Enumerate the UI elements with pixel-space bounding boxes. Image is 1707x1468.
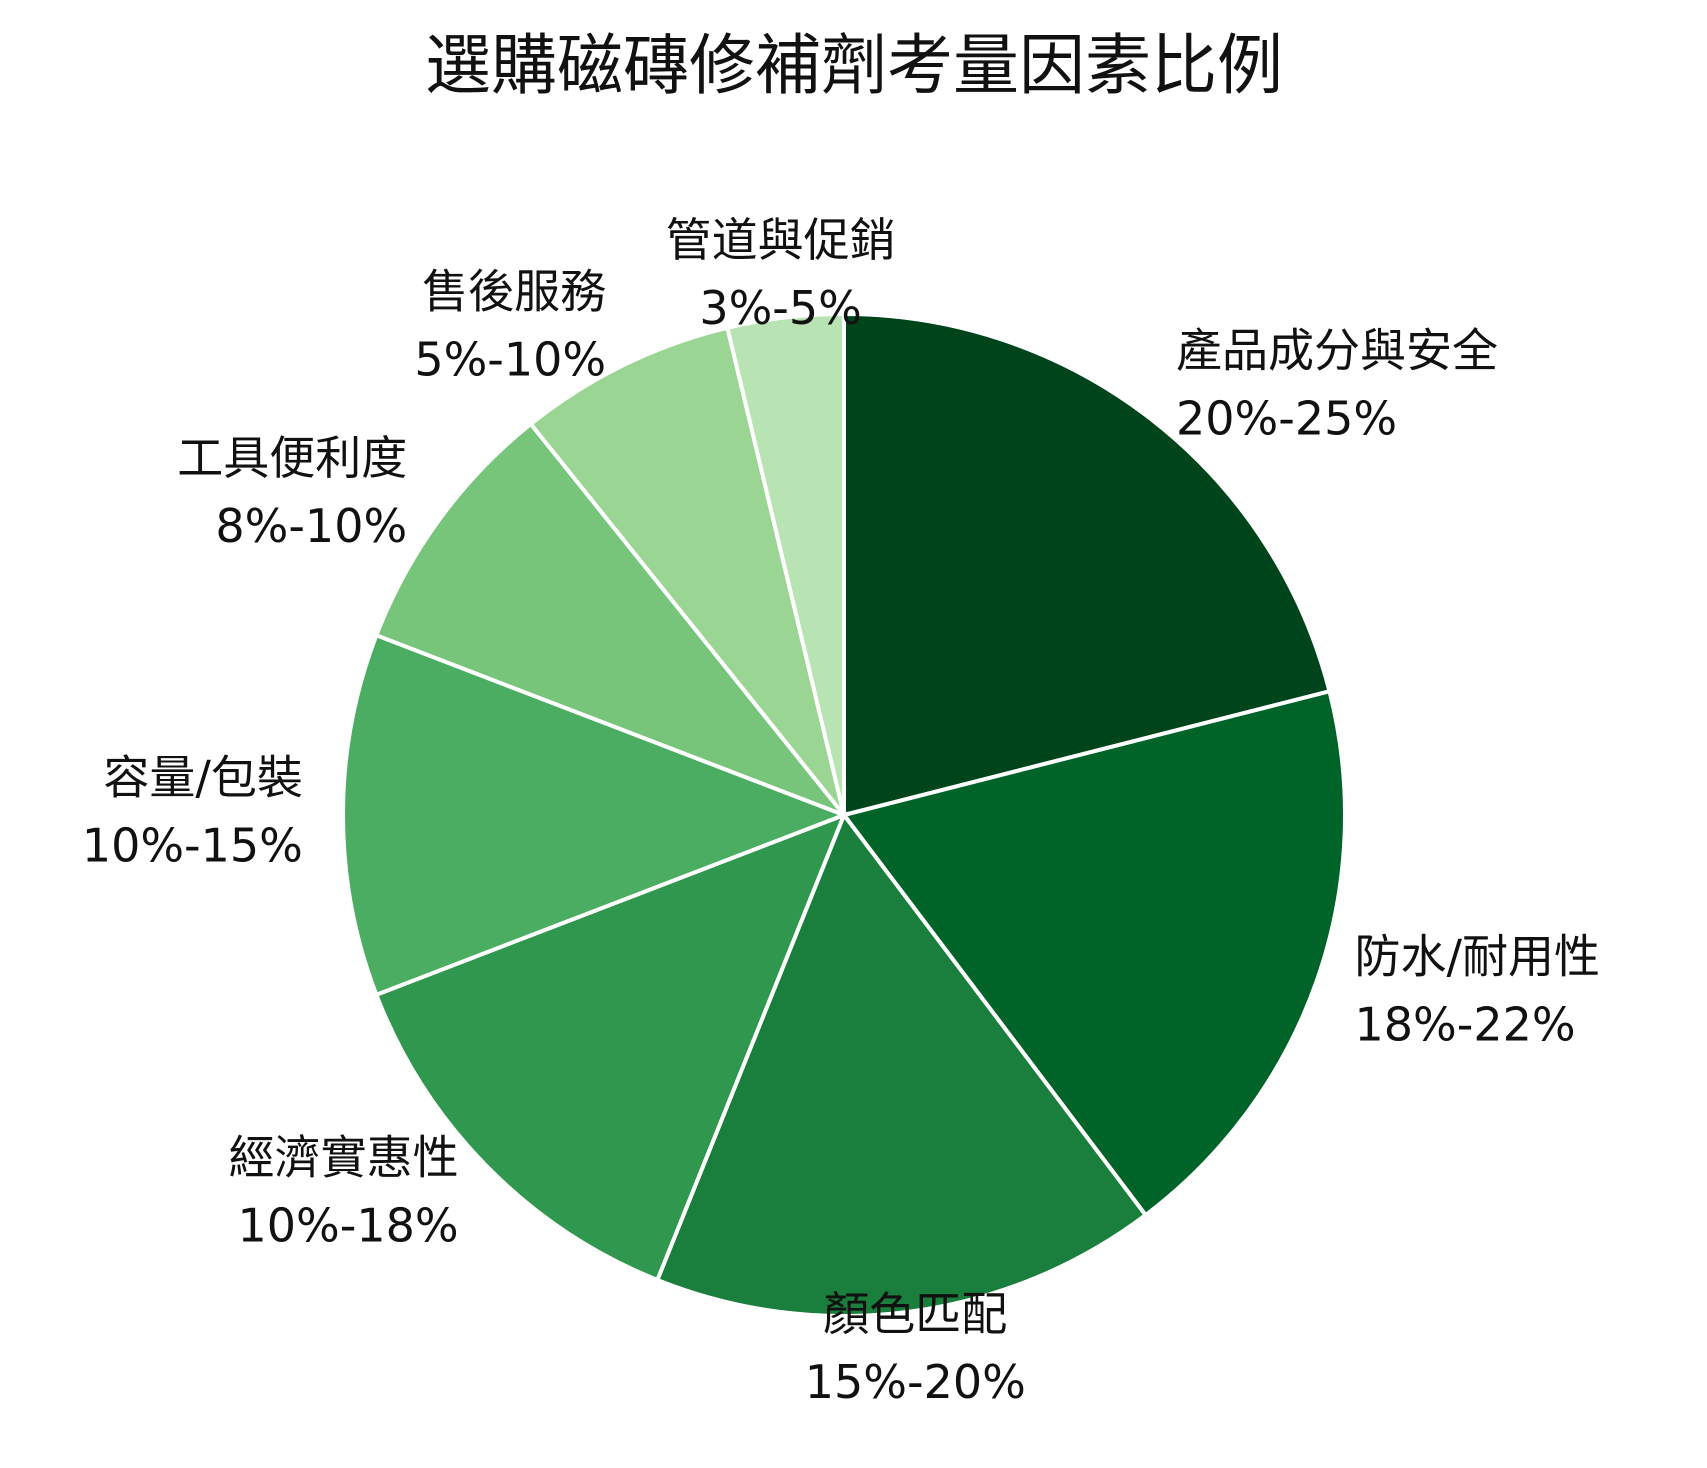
value-label: 10%-15% bbox=[82, 819, 303, 873]
slice-label: 售後服務 bbox=[422, 264, 606, 318]
value-label: 18%-22% bbox=[1355, 998, 1576, 1052]
slice-label: 經濟實惠性 bbox=[229, 1130, 459, 1184]
chart-title: 選購磁磚修補劑考量因素比例 bbox=[425, 27, 1283, 104]
slice-label: 管道與促銷 bbox=[666, 213, 896, 267]
slice-label: 產品成分與安全 bbox=[1176, 323, 1498, 377]
pie-slice bbox=[373, 421, 851, 820]
slice-label: 顏色匹配 bbox=[823, 1287, 1007, 1341]
pie-slice bbox=[654, 810, 1149, 1318]
value-label: 10%-18% bbox=[238, 1198, 459, 1252]
pie-slice bbox=[724, 311, 846, 816]
value-label: 20%-25% bbox=[1176, 391, 1397, 445]
slice-label: 工具便利度 bbox=[177, 431, 407, 485]
slice-label: 防水/耐用性 bbox=[1355, 930, 1601, 984]
pie-slice bbox=[373, 811, 848, 1283]
value-label: 5%-10% bbox=[414, 332, 606, 386]
pie-slice bbox=[527, 325, 846, 817]
value-label: 8%-10% bbox=[215, 499, 407, 553]
pie-slice bbox=[341, 632, 850, 998]
slice-label: 容量/包裝 bbox=[103, 751, 303, 805]
value-label: 15%-20% bbox=[805, 1355, 1026, 1409]
pie-slice bbox=[840, 688, 1347, 1218]
value-label: 3%-5% bbox=[699, 281, 862, 335]
pie-slice bbox=[842, 311, 1332, 818]
